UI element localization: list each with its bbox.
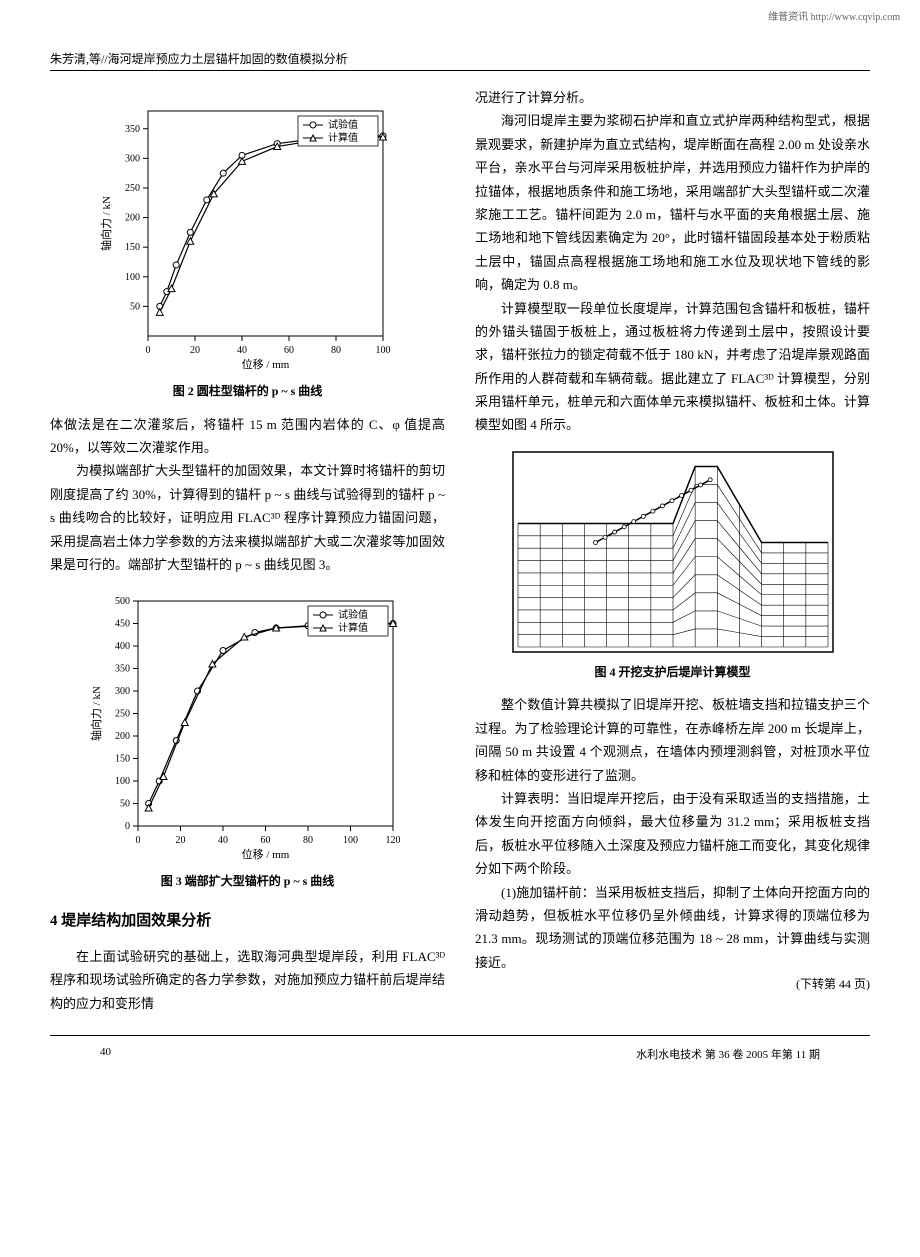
page-number: 40 bbox=[100, 1046, 111, 1062]
right-column: 况进行了计算分析。 海河旧堤岸主要为浆砌石护岸和直立式护岸两种结构型式，根据景观… bbox=[475, 86, 870, 1015]
svg-text:300: 300 bbox=[115, 686, 130, 697]
paragraph: 整个数值计算共模拟了旧堤岸开挖、板桩墙支挡和拉锚支护三个过程。为了检验理论计算的… bbox=[475, 693, 870, 787]
svg-text:20: 20 bbox=[190, 345, 200, 356]
svg-text:450: 450 bbox=[115, 619, 130, 630]
svg-text:0: 0 bbox=[145, 345, 150, 356]
svg-text:400: 400 bbox=[115, 641, 130, 652]
svg-text:350: 350 bbox=[115, 664, 130, 675]
paragraph: 计算模型取一段单位长度堤岸，计算范围包含锚杆和板桩，锚杆的外锚头锚固于板桩上，通… bbox=[475, 297, 870, 437]
svg-text:100: 100 bbox=[115, 776, 130, 787]
svg-text:100: 100 bbox=[375, 345, 390, 356]
svg-text:300: 300 bbox=[125, 153, 140, 164]
svg-text:500: 500 bbox=[115, 596, 130, 607]
svg-text:120: 120 bbox=[385, 835, 400, 846]
continued-note: (下转第 44 页) bbox=[475, 974, 870, 996]
svg-text:40: 40 bbox=[218, 835, 228, 846]
paragraph: 在上面试验研究的基础上，选取海河典型堤岸段，利用 FLAC³ᴰ 程序和现场试验所… bbox=[50, 945, 445, 1015]
paragraph: 体做法是在二次灌浆后，将锚杆 15 m 范围内岩体的 C、φ 值提高 20%，以… bbox=[50, 413, 445, 460]
svg-text:50: 50 bbox=[130, 301, 140, 312]
svg-text:40: 40 bbox=[237, 345, 247, 356]
svg-text:试验值: 试验值 bbox=[328, 118, 358, 131]
chart-3: 0 20 40 60 80 100 120 0 50 100 150 200 250 300 350 400 4… bbox=[88, 586, 408, 866]
svg-text:计算值: 计算值 bbox=[338, 621, 368, 634]
header-link: 维普资讯 http://www.cqvip.com bbox=[768, 8, 900, 23]
svg-text:计算值: 计算值 bbox=[328, 131, 358, 144]
svg-text:80: 80 bbox=[331, 345, 341, 356]
chart-2-caption: 图 2 圆柱型锚杆的 p ~ s 曲线 bbox=[50, 381, 445, 403]
svg-text:100: 100 bbox=[343, 835, 358, 846]
svg-text:位移 / mm: 位移 / mm bbox=[241, 847, 289, 861]
paragraph: 况进行了计算分析。 bbox=[475, 86, 870, 109]
svg-text:50: 50 bbox=[120, 799, 130, 810]
svg-text:150: 150 bbox=[125, 242, 140, 253]
header-rule bbox=[50, 70, 870, 71]
chart-3-caption: 图 3 端部扩大型锚杆的 p ~ s 曲线 bbox=[50, 871, 445, 893]
svg-text:250: 250 bbox=[125, 183, 140, 194]
svg-text:试验值: 试验值 bbox=[338, 608, 368, 621]
svg-text:60: 60 bbox=[284, 345, 294, 356]
svg-text:20: 20 bbox=[175, 835, 185, 846]
paragraph: 海河旧堤岸主要为浆砌石护岸和直立式护岸两种结构型式，根据景观要求，新建护岸为直立… bbox=[475, 109, 870, 296]
paragraph: (1)施加锚杆前：当采用板桩支挡后，抑制了土体向开挖面方向的滑动趋势，但板桩水平… bbox=[475, 881, 870, 975]
chart-2: 0 20 40 60 80 100 50 100 150 200 250 300 350 位移 / mm 轴… bbox=[98, 96, 398, 376]
journal-info: 水利水电技术 第 36 卷 2005 年第 11 期 bbox=[636, 1046, 820, 1062]
svg-text:150: 150 bbox=[115, 754, 130, 765]
chart-3-container: 0 20 40 60 80 100 120 0 50 100 150 200 250 300 350 400 4… bbox=[50, 586, 445, 893]
svg-text:100: 100 bbox=[125, 272, 140, 283]
figure-4 bbox=[508, 447, 838, 657]
content-area: 02040608010050100150200250300350位移 / mm轴… bbox=[0, 76, 920, 1035]
svg-text:250: 250 bbox=[115, 709, 130, 720]
svg-text:轴向力 / kN: 轴向力 / kN bbox=[99, 196, 113, 251]
section-4-heading: 4 堤岸结构加固效果分析 bbox=[50, 908, 445, 935]
svg-text:60: 60 bbox=[260, 835, 270, 846]
figure-4-container: 图 4 开挖支护后堤岸计算模型 bbox=[475, 447, 870, 684]
author-title: 朱芳清,等//海河堤岸预应力土层锚杆加固的数值模拟分析 bbox=[50, 52, 348, 66]
figure-4-caption: 图 4 开挖支护后堤岸计算模型 bbox=[475, 662, 870, 684]
svg-text:0: 0 bbox=[125, 821, 130, 832]
svg-text:80: 80 bbox=[303, 835, 313, 846]
svg-text:200: 200 bbox=[125, 213, 140, 224]
page-footer: 40 水利水电技术 第 36 卷 2005 年第 11 期 bbox=[50, 1035, 870, 1082]
svg-text:轴向力 / kN: 轴向力 / kN bbox=[89, 686, 103, 741]
left-column: 02040608010050100150200250300350位移 / mm轴… bbox=[50, 86, 445, 1015]
svg-text:0: 0 bbox=[135, 835, 140, 846]
svg-text:200: 200 bbox=[115, 731, 130, 742]
chart-2-container: 0 20 40 60 80 100 50 100 150 200 250 300 350 位移 / mm 轴… bbox=[50, 96, 445, 403]
paragraph: 为模拟端部扩大头型锚杆的加固效果，本文计算时将锚杆的剪切刚度提高了约 30%，计… bbox=[50, 459, 445, 576]
svg-text:位移 / mm: 位移 / mm bbox=[241, 357, 289, 371]
paragraph: 计算表明：当旧堤岸开挖后，由于没有采取适当的支挡措施，土体发生向开挖面方向倾斜，… bbox=[475, 787, 870, 881]
svg-text:350: 350 bbox=[125, 124, 140, 135]
